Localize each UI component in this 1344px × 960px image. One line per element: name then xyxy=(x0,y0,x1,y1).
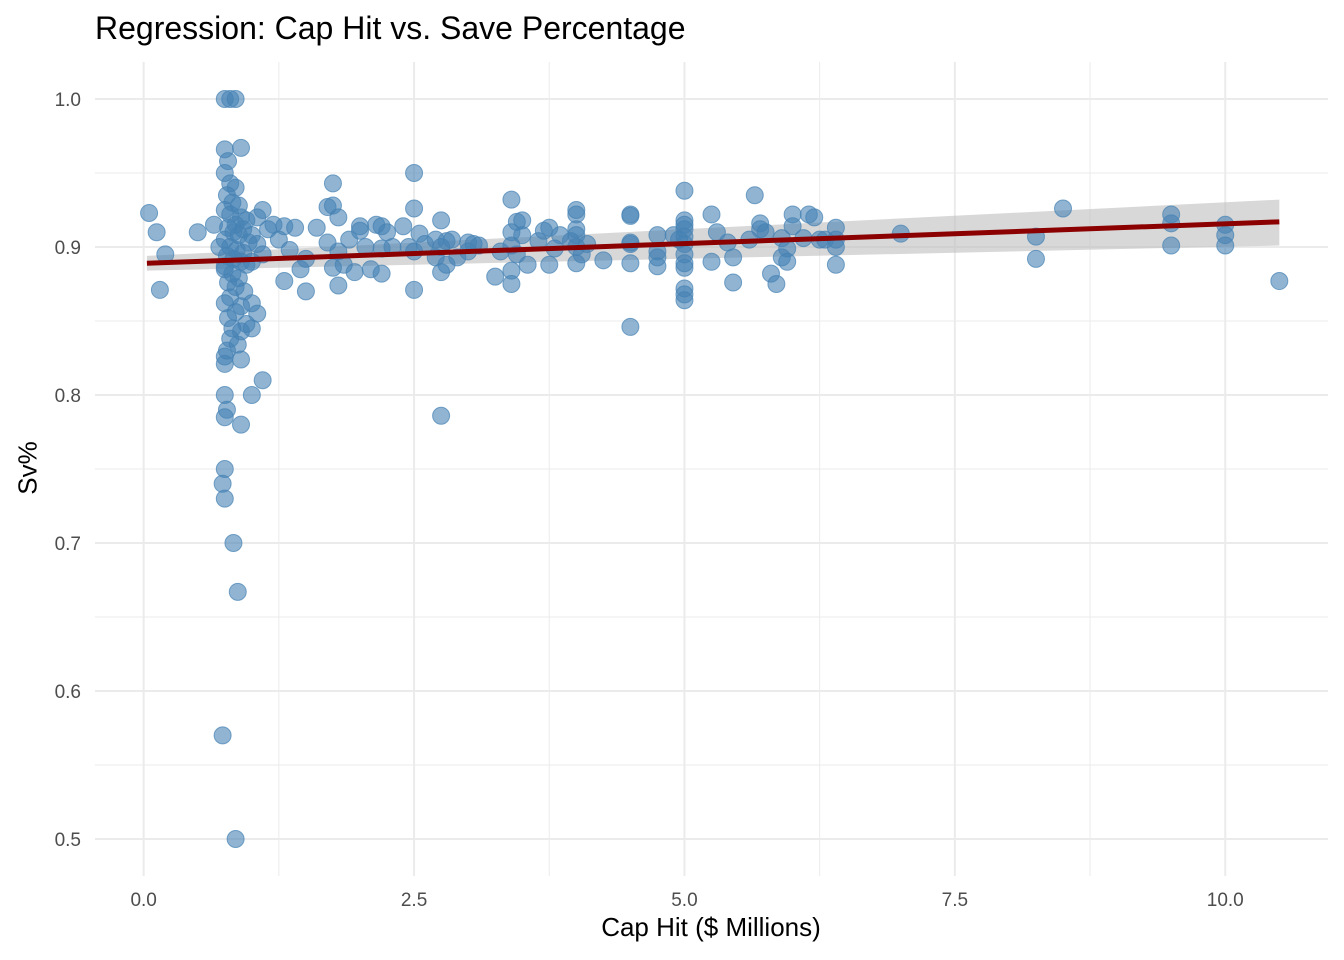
data-point xyxy=(188,223,207,242)
y-tick-label: 0.6 xyxy=(55,682,81,703)
tick-labels: 0.0 2.5 5.0 7.5 10.0 0.5 0.6 0.7 0.8 0.9 1.0 xyxy=(55,90,1244,911)
data-point xyxy=(372,264,391,283)
x-tick-label: 10.0 xyxy=(1207,890,1244,911)
data-point xyxy=(648,257,667,276)
data-point xyxy=(702,252,721,271)
data-point xyxy=(213,726,232,745)
data-point xyxy=(345,263,364,282)
data-point xyxy=(226,90,245,108)
data-point xyxy=(1054,199,1073,218)
data-point xyxy=(540,255,559,274)
data-point xyxy=(253,201,272,219)
data-point xyxy=(296,282,315,301)
data-points xyxy=(140,90,1289,848)
data-point xyxy=(518,255,537,274)
data-point xyxy=(253,371,272,390)
data-point xyxy=(323,174,342,193)
x-tick-label: 2.5 xyxy=(401,890,427,911)
data-point xyxy=(826,238,845,256)
data-point xyxy=(805,208,824,227)
data-point xyxy=(232,350,251,369)
data-point xyxy=(1026,249,1045,268)
regression-line-group xyxy=(146,219,1280,266)
data-point xyxy=(242,386,261,404)
data-point xyxy=(215,354,234,373)
data-point xyxy=(226,830,245,848)
y-tick-label: 0.7 xyxy=(55,534,81,555)
y-tick-label: 1.0 xyxy=(55,90,81,111)
data-point xyxy=(702,205,721,224)
data-point xyxy=(648,226,667,245)
data-point xyxy=(405,164,424,182)
data-point xyxy=(1270,272,1289,291)
data-point xyxy=(242,319,261,338)
data-point xyxy=(432,406,451,425)
x-axis-title: Cap Hit ($ Millions) xyxy=(601,912,821,942)
data-point xyxy=(486,267,505,286)
data-point xyxy=(215,386,234,404)
data-point xyxy=(724,273,743,292)
data-point xyxy=(213,474,232,493)
data-point xyxy=(140,203,159,222)
data-point xyxy=(215,489,234,508)
data-point xyxy=(783,217,802,236)
data-point xyxy=(215,460,234,478)
data-point xyxy=(1216,236,1235,255)
data-point xyxy=(228,582,247,601)
data-point xyxy=(329,276,348,295)
data-point xyxy=(307,218,326,237)
data-point xyxy=(778,252,797,271)
data-point xyxy=(405,280,424,299)
x-tick-label: 7.5 xyxy=(942,890,968,911)
data-point xyxy=(826,255,845,274)
data-point xyxy=(232,415,251,434)
y-tick-label: 0.5 xyxy=(55,830,81,851)
data-point xyxy=(621,254,640,273)
data-point xyxy=(724,248,743,267)
data-point xyxy=(224,534,243,552)
data-point xyxy=(150,280,169,299)
data-point xyxy=(204,215,223,234)
grid-lines xyxy=(95,62,1328,876)
data-point xyxy=(432,211,451,230)
data-point xyxy=(745,186,764,205)
data-point xyxy=(147,223,166,242)
regression-line xyxy=(146,219,1280,266)
y-tick-label: 0.8 xyxy=(55,386,81,407)
data-point xyxy=(394,217,413,236)
data-point xyxy=(350,221,369,240)
data-point xyxy=(621,317,640,336)
data-point xyxy=(275,272,294,291)
data-point xyxy=(232,138,251,157)
data-point xyxy=(215,408,234,427)
x-tick-label: 0.0 xyxy=(130,890,156,911)
y-axis-title: Sv% xyxy=(12,441,43,495)
data-point xyxy=(502,275,521,293)
data-point xyxy=(621,206,640,225)
data-point xyxy=(286,218,305,237)
chart-title: Regression: Cap Hit vs. Save Percentage xyxy=(95,10,686,46)
data-point xyxy=(675,291,694,310)
data-point xyxy=(578,235,597,254)
data-point xyxy=(1162,236,1181,255)
data-point xyxy=(502,190,521,209)
data-point xyxy=(767,275,786,293)
data-point xyxy=(567,254,586,273)
data-point xyxy=(675,181,694,200)
x-tick-label: 5.0 xyxy=(671,890,697,911)
data-point xyxy=(405,199,424,218)
data-point xyxy=(329,208,348,227)
data-point xyxy=(675,258,694,277)
y-tick-label: 0.9 xyxy=(55,238,81,259)
data-point xyxy=(210,238,229,256)
data-point xyxy=(594,251,613,270)
data-point xyxy=(432,263,451,282)
data-point xyxy=(442,230,461,249)
